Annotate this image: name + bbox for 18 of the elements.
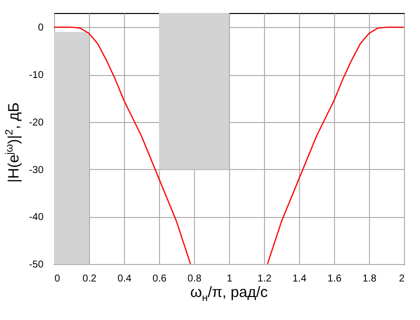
y-tick-label: -20 [29, 117, 44, 128]
x-tick-label: 0.4 [118, 274, 132, 284]
y-tick-label: -50 [29, 260, 44, 270]
x-tick-label: 0.6 [152, 274, 167, 284]
x-tick-label: 0.2 [82, 274, 97, 284]
x-tick-label: 1 [226, 274, 233, 284]
x-tick-label: 0.8 [188, 274, 202, 284]
x-tick-label: 1.4 [292, 274, 307, 284]
x-tick-label: 1.2 [258, 274, 272, 284]
x-axis-title: ω$_{н}$/π, рад/с [189, 284, 269, 304]
x-tick-label: 2 [398, 274, 405, 284]
x-tick-label: 0 [54, 274, 60, 284]
y-tick-label: -10 [29, 70, 44, 82]
x-tick-label: 1.6 [328, 274, 342, 284]
x-tick-label: 1.8 [362, 274, 377, 284]
y-tick-label: -30 [29, 164, 44, 176]
y-tick-label: -40 [29, 212, 44, 224]
y-tick-label: 0 [38, 22, 44, 34]
